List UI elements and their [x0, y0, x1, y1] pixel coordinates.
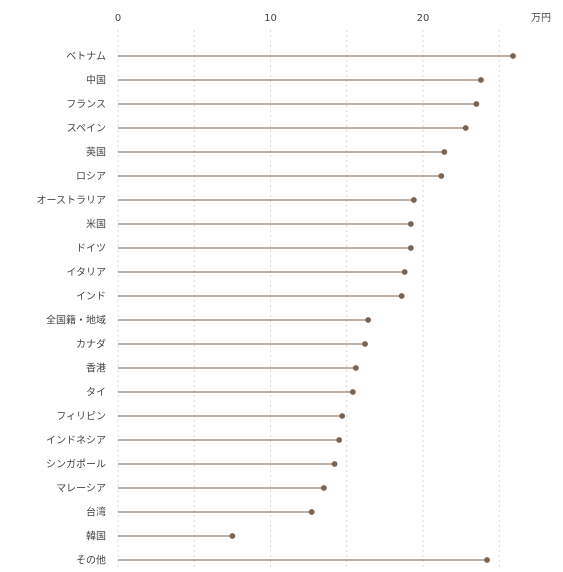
category-label: 韓国 — [86, 531, 106, 543]
x-tick-label: 0 — [115, 13, 121, 24]
category-label: 台湾 — [86, 506, 106, 519]
lollipop-point — [407, 221, 414, 227]
chart-row: スペイン — [67, 124, 469, 135]
category-label: オーストラリア — [37, 195, 107, 207]
category-label: ドイツ — [76, 244, 106, 255]
category-label: ロシア — [76, 172, 106, 183]
category-label: 中国 — [86, 74, 106, 87]
category-label: スペイン — [67, 124, 106, 135]
chart-row: イタリア — [66, 267, 408, 279]
lollipop-point — [229, 533, 236, 539]
chart-row: 中国 — [86, 74, 484, 87]
chart-row: 香港 — [86, 363, 359, 375]
chart-row: ドイツ — [76, 244, 414, 255]
lollipop-point — [484, 557, 490, 563]
chart-row: シンガポール — [46, 459, 338, 471]
chart-row: ロシア — [76, 172, 445, 183]
chart-row: 台湾 — [86, 506, 315, 519]
x-axis: 0 10 20 — [115, 13, 430, 24]
category-label: フランス — [66, 99, 106, 111]
chart-row: 韓国 — [86, 531, 236, 543]
category-label: マレーシア — [56, 484, 106, 495]
category-label: 全国籍・地域 — [46, 314, 106, 327]
lollipop-point — [398, 293, 405, 299]
lollipop-point — [441, 149, 448, 155]
category-label: インド — [76, 292, 106, 303]
lollipop-point — [401, 269, 408, 275]
chart-row: インド — [76, 292, 405, 303]
lollipop-point — [365, 317, 371, 323]
lollipop-point — [438, 173, 445, 179]
chart-row: フランス — [66, 99, 480, 111]
lollipop-point — [410, 197, 417, 203]
chart-row: マレーシア — [56, 484, 327, 495]
chart-row: オーストラリア — [37, 195, 417, 207]
lollipop-point — [462, 125, 469, 131]
lollipop-point — [362, 341, 368, 347]
x-tick-label: 20 — [417, 13, 430, 24]
x-tick-label: 10 — [264, 13, 277, 24]
chart-row: ベトナム — [66, 51, 516, 63]
chart-row: カナダ — [76, 338, 368, 351]
rows: ベトナム中国フランススペイン英国ロシアオーストラリア米国ドイツイタリアインド全国… — [37, 51, 516, 567]
grid-layer — [117, 30, 500, 570]
chart-row: インドネシア — [46, 435, 343, 447]
lollipop-point — [478, 77, 484, 83]
lollipop-point — [407, 245, 414, 251]
category-label: イタリア — [66, 267, 106, 279]
lollipop-point — [331, 461, 338, 467]
unit-label: 万円 — [531, 13, 551, 24]
chart-row: 全国籍・地域 — [46, 314, 371, 327]
category-label: タイ — [86, 387, 106, 399]
lollipop-point — [473, 101, 480, 107]
category-label: カナダ — [76, 338, 106, 351]
lollipop-point — [510, 53, 516, 59]
lollipop-point — [336, 437, 343, 443]
category-label: フィリピン — [56, 411, 106, 423]
category-label: シンガポール — [46, 459, 106, 471]
lollipop-point — [308, 509, 315, 515]
chart-row: 米国 — [86, 218, 414, 231]
category-label: その他 — [76, 554, 106, 567]
category-label: 英国 — [86, 146, 106, 159]
lollipop-point — [320, 485, 327, 491]
chart-row: その他 — [76, 554, 490, 567]
lollipop-point — [339, 413, 346, 419]
lollipop-point — [353, 365, 359, 371]
category-label: 米国 — [86, 218, 106, 231]
chart-row: フィリピン — [56, 411, 346, 423]
category-label: インドネシア — [46, 435, 106, 447]
chart-row: 英国 — [86, 146, 448, 159]
lollipop-point — [349, 389, 356, 395]
chart-row: タイ — [86, 387, 356, 399]
category-label: ベトナム — [66, 51, 106, 63]
category-label: 香港 — [86, 363, 106, 375]
